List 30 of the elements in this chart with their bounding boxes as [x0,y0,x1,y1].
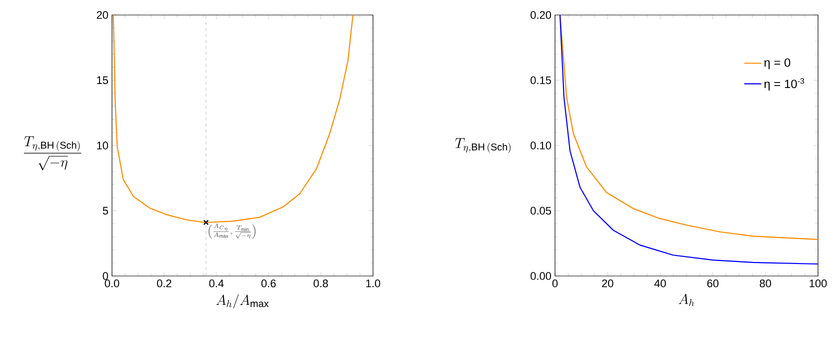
x-tick-label: 0.4 [209,280,224,288]
x-tick-label: 20 [602,280,614,288]
y-tick-label: 0.20 [530,11,552,19]
x-tick-label: 0.8 [314,280,328,288]
y-axis-title: $T_{\eta,\mathrm{BH\,(Sch)}}$ [455,138,511,153]
x-tick-label: 0.0 [104,280,120,288]
x-tick-label: 0 [552,280,558,288]
x-tick-label: 0.2 [157,280,172,288]
y-tick-label: 20 [96,11,108,19]
y-tick-label: 15 [97,76,108,84]
y-tick-label: 10 [97,142,108,150]
legend-label: η = 0 [764,58,790,70]
y-tick-label: 5 [102,206,108,215]
y-tick-label: 0.10 [530,142,552,150]
y-axis-title: $\frac{T_{\eta,\mathrm{BH\,(Sch)}}}{\sqrt{-\eta}}$ [24,136,82,170]
x-tick-label: 40 [654,280,666,288]
annotation: $\left(\frac{A_{C_\eta}}{A_{\mathrm{max}}},\frac{T_{\mathrm{min}}}{\sqrt{-\eta}}\right)$ [208,224,256,239]
x-axis-title: $A_h/A_{\mathrm{max}}$ [216,294,269,308]
y-tick-label: 0.05 [530,206,552,215]
x-tick-label: 100 [810,280,827,288]
x-axis-title: $A_h$ [678,294,694,306]
x-tick-label: 1.0 [366,280,380,288]
x-tick-label: 60 [707,280,718,288]
y-tick-label: 0.00 [530,272,552,280]
x-tick-label: 0.6 [261,280,276,288]
line-series [112,14,354,224]
y-tick-label: 0 [102,272,108,280]
legend-label: η = 10$^{-3}$ [764,78,804,91]
x-tick-label: 80 [760,280,772,288]
y-tick-label: 0.15 [530,76,552,84]
